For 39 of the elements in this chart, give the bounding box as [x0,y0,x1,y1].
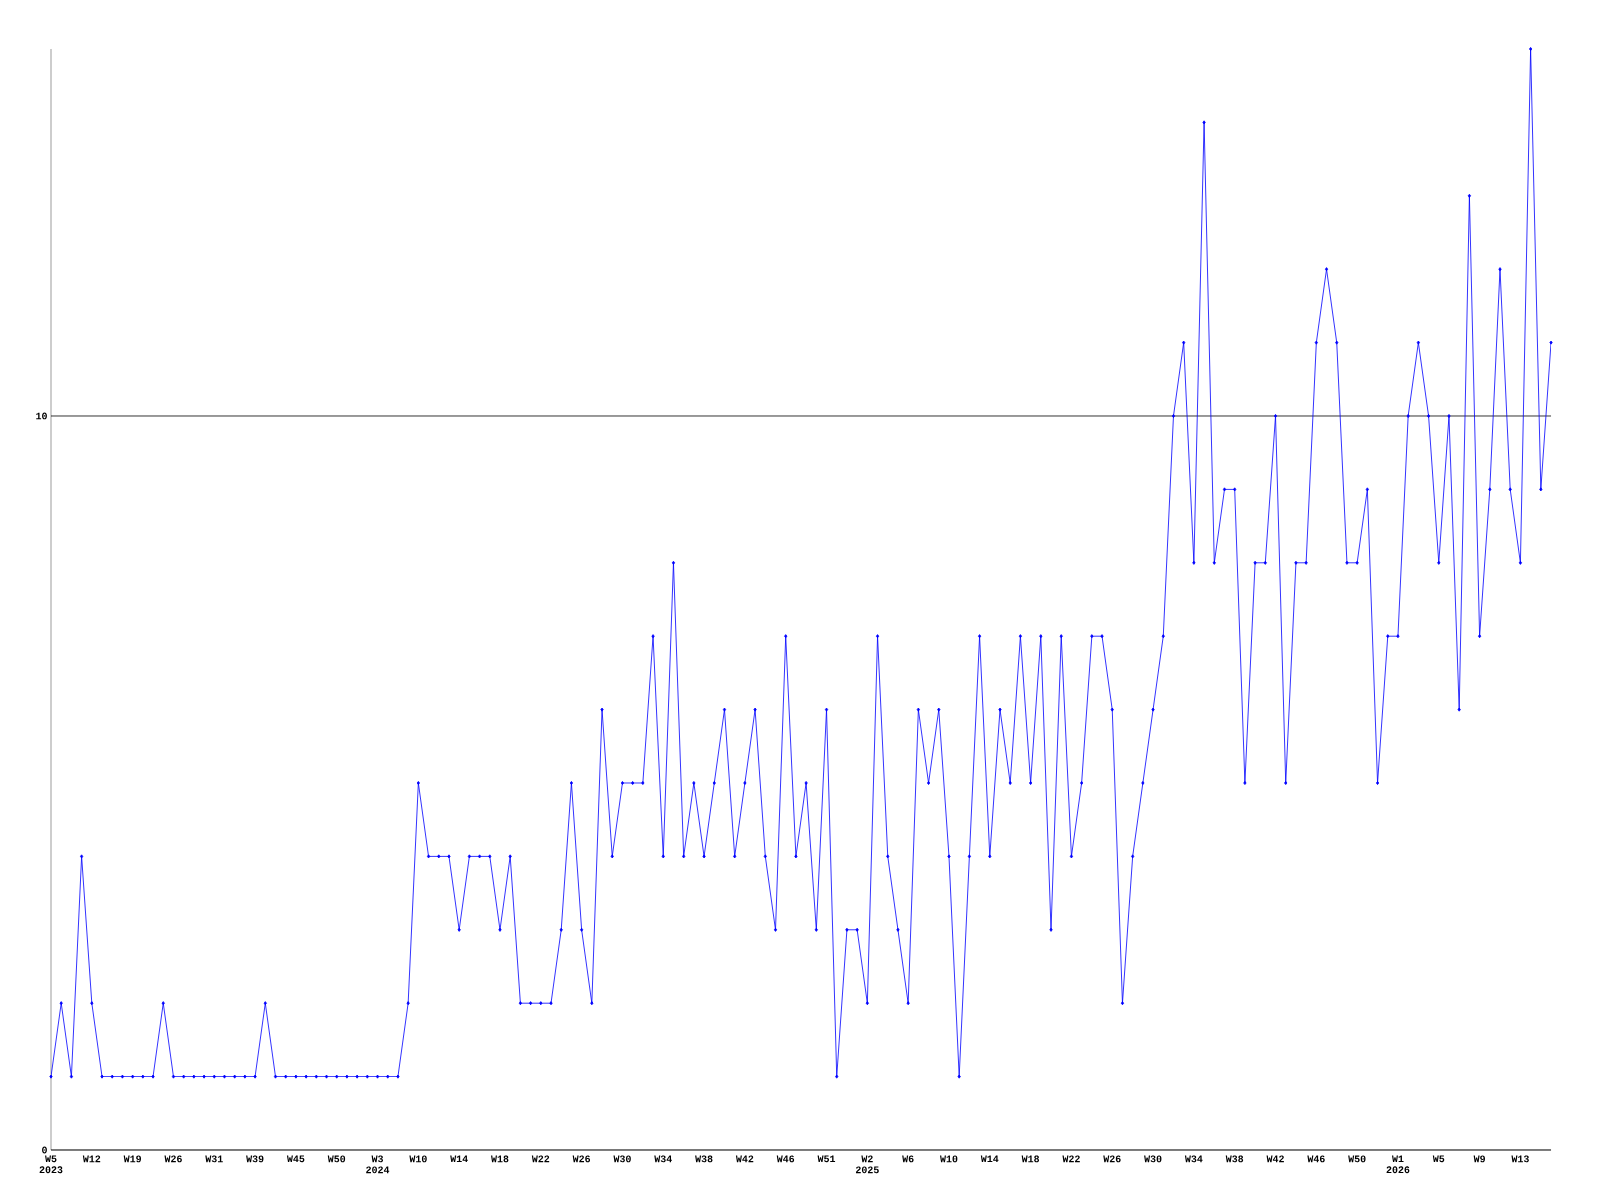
x-tick-label: W2 2025 [855,1155,879,1174]
x-tick-label: W10 [409,1155,427,1163]
x-tick-label: W10 [940,1155,958,1163]
x-tick-label: W34 [1184,1155,1203,1163]
x-tick-label: W42 [1266,1155,1284,1163]
x-tick-label: W38 [695,1155,713,1163]
x-tick-label: W5 [1432,1155,1445,1163]
x-tick-label: W34 [654,1155,672,1163]
x-tick-label: W31 [205,1155,223,1163]
x-tick-label: W26 [164,1155,182,1163]
x-tick-label: W5 2023 [39,1155,63,1174]
x-tick-label: W13 [1511,1155,1529,1163]
y-tick-label: 10 [36,412,47,420]
y-tick-label: 0 [42,1146,47,1154]
x-tick-label: W6 [902,1155,914,1163]
x-tick-label: W46 [1307,1155,1325,1163]
x-tick-label: W9 [1473,1155,1485,1163]
x-tick-label: W12 [82,1155,101,1163]
x-tick-label: W14 [980,1155,999,1163]
x-tick-label: W14 [450,1155,468,1163]
x-tick-label: W1 2026 [1386,1155,1410,1174]
x-tick-label: W46 [776,1155,795,1163]
x-tick-label: W22 [531,1155,550,1163]
x-tick-label: W18 [1021,1155,1040,1163]
x-tick-label: W42 [735,1155,754,1163]
x-tick-label: W50 [327,1155,346,1163]
x-tick-label: W18 [491,1155,509,1163]
x-tick-label: W22 [1062,1155,1080,1163]
x-tick-label: W30 [613,1155,631,1163]
x-tick-label: W45 [286,1155,305,1163]
x-tick-label: W38 [1225,1155,1244,1163]
x-tick-label: W39 [246,1155,264,1163]
x-tick-label: W50 [1348,1155,1366,1163]
x-tick-label: W3 2024 [366,1155,390,1174]
x-tick-label: W51 [817,1155,836,1163]
x-tick-label: W26 [1103,1155,1121,1163]
x-tick-label: W26 [572,1155,591,1163]
x-tick-label: W19 [123,1155,142,1163]
x-tick-label: W30 [1144,1155,1162,1163]
